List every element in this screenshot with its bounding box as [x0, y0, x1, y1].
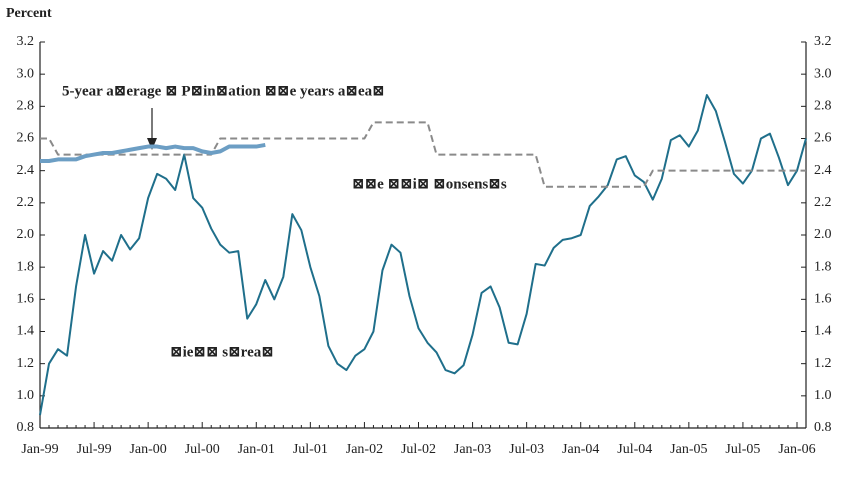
y-tick-label: 1.4 [17, 324, 35, 339]
y2-tick-label: 3.2 [814, 34, 832, 49]
y-tick-label: 2.6 [17, 131, 35, 146]
x-tick-label: Jan-03 [454, 442, 491, 457]
x-tick-label: Jan-02 [346, 442, 383, 457]
x-tick-label: Jan-00 [129, 442, 166, 457]
series-line [40, 142, 266, 164]
x-tick-label: Jan-05 [670, 442, 707, 457]
y-tick-label: 0.8 [17, 420, 35, 435]
y2-tick-label: 2.2 [814, 195, 832, 210]
x-tick-label: Jul-00 [185, 442, 220, 457]
series-annotation: ⊠⊠e ⊠⊠i⊠ ⊠onsens⊠s [352, 176, 507, 192]
y2-tick-label: 2.0 [814, 227, 832, 242]
x-tick-label: Jan-04 [562, 442, 599, 457]
x-tick-label: Jul-02 [401, 442, 436, 457]
y2-tick-label: 2.8 [814, 99, 832, 114]
y2-tick-label: 1.6 [814, 292, 832, 307]
y-tick-label: 2.8 [17, 99, 35, 114]
x-tick-label: Jul-01 [293, 442, 328, 457]
y-axis-label: Percent [6, 6, 52, 21]
y2-tick-label: 0.8 [814, 420, 832, 435]
y2-tick-label: 1.8 [814, 259, 832, 274]
y2-tick-label: 3.0 [814, 66, 832, 81]
series-annotation: 5-year a⊠erage ⊠ P⊠in⊠ation ⊠⊠e years a⊠… [62, 83, 385, 99]
annotation-arrowhead [147, 138, 157, 150]
y2-tick-label: 2.6 [814, 131, 832, 146]
y2-tick-label: 1.2 [814, 356, 832, 371]
x-tick-label: Jul-99 [77, 442, 112, 457]
y-tick-label: 1.2 [17, 356, 35, 371]
y-tick-label: 1.8 [17, 259, 35, 274]
series-line [39, 94, 807, 416]
series-line [40, 121, 806, 188]
y-tick-label: 3.2 [17, 34, 35, 49]
y2-tick-label: 1.4 [814, 324, 832, 339]
x-tick-label: Jan-01 [238, 442, 275, 457]
x-tick-label: Jan-06 [778, 442, 815, 457]
x-tick-label: Jul-05 [725, 442, 760, 457]
y-tick-label: 3.0 [17, 66, 35, 81]
y-tick-label: 2.2 [17, 195, 35, 210]
x-tick-label: Jul-03 [509, 442, 544, 457]
y2-tick-label: 2.4 [814, 163, 832, 178]
series-annotation: ⊠ie⊠⊠ s⊠rea⊠ [170, 344, 274, 360]
y-tick-label: 2.0 [17, 227, 35, 242]
x-tick-label: Jan-99 [21, 442, 58, 457]
y2-tick-label: 1.0 [814, 388, 832, 403]
y-tick-label: 1.6 [17, 292, 35, 307]
y-tick-label: 1.0 [17, 388, 35, 403]
x-tick-label: Jul-04 [617, 442, 652, 457]
y-tick-label: 2.4 [17, 163, 35, 178]
